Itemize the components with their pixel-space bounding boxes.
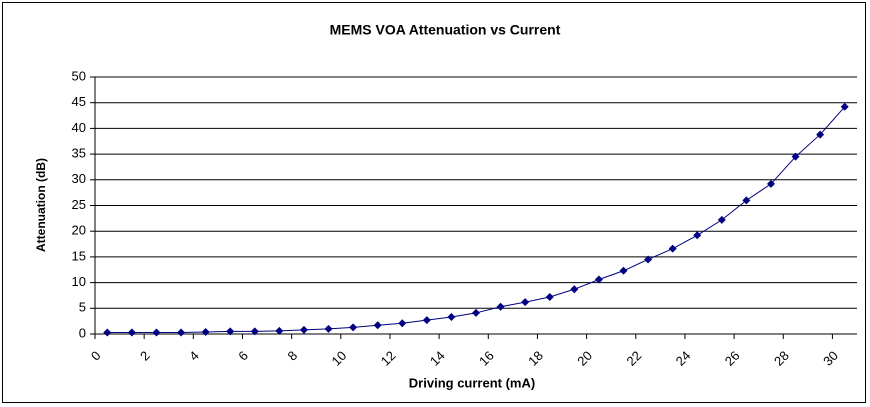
marker bbox=[373, 321, 382, 330]
y-tick-label: 25 bbox=[72, 197, 86, 212]
y-tick-label: 50 bbox=[72, 68, 86, 83]
marker bbox=[152, 328, 161, 337]
marker bbox=[496, 302, 505, 311]
marker bbox=[422, 316, 431, 325]
y-tick-label: 5 bbox=[79, 300, 86, 315]
y-tick-label: 45 bbox=[72, 94, 86, 109]
marker bbox=[791, 152, 800, 161]
marker bbox=[398, 319, 407, 328]
marker bbox=[717, 215, 726, 224]
chart-title: MEMS VOA Attenuation vs Current bbox=[330, 22, 561, 38]
marker bbox=[766, 179, 775, 188]
marker bbox=[275, 326, 284, 335]
chart-border bbox=[2, 2, 866, 403]
marker bbox=[447, 313, 456, 322]
marker bbox=[521, 298, 530, 307]
marker bbox=[127, 328, 136, 337]
marker bbox=[201, 327, 210, 336]
marker bbox=[545, 292, 554, 301]
marker bbox=[742, 196, 751, 205]
marker bbox=[644, 255, 653, 264]
marker bbox=[299, 325, 308, 334]
marker bbox=[570, 285, 579, 294]
y-tick-label: 35 bbox=[72, 146, 86, 161]
y-tick-label: 15 bbox=[72, 248, 86, 263]
marker bbox=[619, 266, 628, 275]
marker bbox=[668, 244, 677, 253]
marker bbox=[103, 328, 112, 337]
marker bbox=[226, 327, 235, 336]
y-tick-label: 30 bbox=[72, 171, 86, 186]
y-tick-label: 0 bbox=[79, 325, 86, 340]
y-tick-label: 20 bbox=[72, 223, 86, 238]
y-tick-label: 10 bbox=[72, 274, 86, 289]
marker bbox=[693, 231, 702, 240]
marker bbox=[840, 102, 849, 111]
marker bbox=[472, 308, 480, 317]
marker bbox=[816, 130, 825, 139]
marker bbox=[594, 275, 603, 284]
marker bbox=[250, 327, 259, 336]
y-tick-label: 40 bbox=[72, 120, 86, 135]
marker bbox=[349, 323, 358, 332]
y-axis-label: Attenuation (dB) bbox=[34, 158, 48, 252]
marker bbox=[177, 328, 186, 337]
marker bbox=[324, 324, 333, 333]
x-axis-label: Driving current (mA) bbox=[409, 375, 535, 390]
